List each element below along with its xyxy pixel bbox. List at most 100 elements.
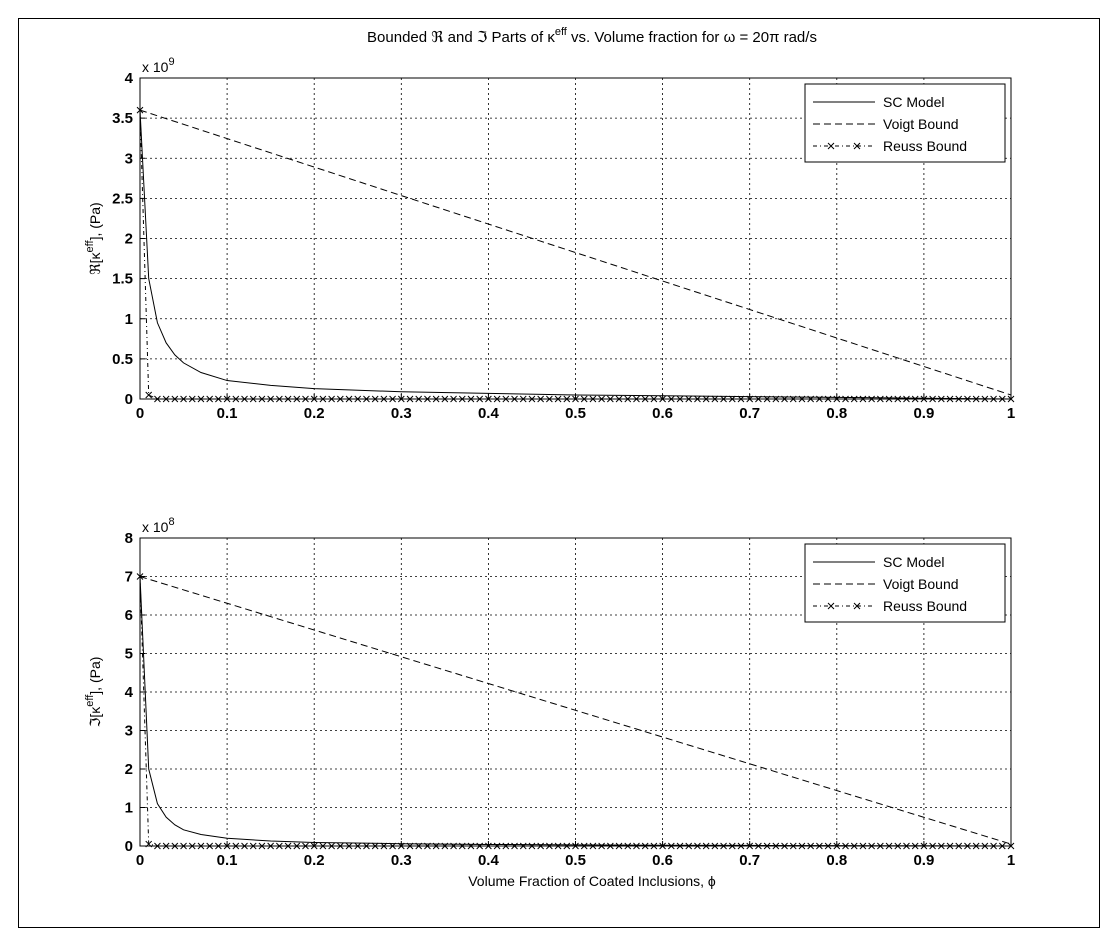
x-tick-label: 0.5 [565,405,586,422]
series-marker [136,106,144,114]
series-marker [641,395,649,403]
series-marker [920,395,928,403]
series-marker [441,842,449,850]
series-marker [746,842,754,850]
y-tick-label: 8 [125,530,133,547]
y-tick-label: 0 [125,391,133,408]
series-marker [667,395,675,403]
series-marker [972,395,980,403]
series-marker [885,395,893,403]
series-marker [955,395,963,403]
y-exponent-label: x 108 [142,516,175,535]
series-marker [162,842,170,850]
series-line-reuss-bound [139,110,1011,400]
series-marker [528,395,536,403]
series-marker [171,842,179,850]
legend-label: SC Model [883,94,944,110]
plot-real-part: 0 0.1 0.2 0.3 0.4 0.5 0.6 0.7 0.8 0.9 1 0 0.5 1 1.5 2 2.… [84,56,1015,422]
series-marker [180,842,187,850]
series-marker [215,395,222,403]
series-marker [432,842,440,850]
series-marker [397,842,405,850]
series-marker [197,395,205,403]
series-marker [232,842,240,850]
x-tick-label: 0 [136,852,144,869]
series-marker [903,842,910,850]
x-tick-label: 0.9 [913,405,934,422]
x-tick-label: 0.6 [652,852,673,869]
y-tick-label: 5 [125,646,133,663]
x-tick-label: 0.8 [826,852,847,869]
x-axis-label: Volume Fraction of Coated Inclusions, ϕ [468,873,716,889]
series-marker [432,395,440,403]
series-marker [946,395,954,403]
x-tick-label: 0.3 [391,405,412,422]
series-marker [737,842,745,850]
series-marker [493,395,501,403]
series-marker [598,842,605,850]
x-tick-label: 0.9 [913,852,934,869]
series-line-voigt-bound [139,109,1012,396]
series-marker [328,842,335,850]
series-marker [1007,395,1015,403]
series-marker [833,395,841,403]
y-tick-label: 0 [125,838,133,855]
series-marker [537,395,545,403]
series-marker [502,395,510,403]
series-marker [554,842,562,850]
series-marker [162,395,170,403]
series-marker [502,842,510,850]
series-marker [188,395,196,403]
series-marker [824,395,832,403]
series-marker [310,395,318,403]
series-marker [990,842,997,850]
series-marker [929,395,936,403]
y-tick-label: 0.5 [112,351,133,368]
series-marker [746,395,754,403]
series-marker [276,842,283,850]
series-marker [763,395,771,403]
series-marker [354,842,362,850]
series-marker [223,842,231,850]
series-marker [171,395,179,403]
series-marker [659,842,666,850]
series-marker [389,842,396,850]
series-marker [450,842,457,850]
series-marker [876,395,884,403]
series-marker [946,842,954,850]
y-tick-label: 4 [125,70,134,87]
series-marker [336,842,344,850]
series-marker [633,842,640,850]
series-marker [319,395,327,403]
legend-label: Reuss Bound [883,138,967,154]
y-tick-label: 2 [125,761,133,778]
series-marker [458,842,466,850]
x-tick-label: 0.8 [826,405,847,422]
series-marker [467,395,475,403]
series-marker [964,842,971,850]
series-marker [702,395,710,403]
series-marker [572,842,579,850]
series-marker [563,395,571,403]
series-marker [816,842,823,850]
series-marker [258,395,266,403]
series-marker [563,842,571,850]
series-marker [798,842,806,850]
series-marker [816,395,823,403]
x-tick-label: 0.6 [652,405,673,422]
x-tick-label: 0.2 [304,852,325,869]
series-marker [685,395,693,403]
series-marker [676,395,684,403]
series-marker [136,573,144,580]
x-tick-label: 0.1 [217,405,238,422]
series-marker [302,395,309,403]
series-marker [293,842,301,850]
series-marker [589,395,597,403]
y-exponent-label: x 109 [142,56,175,75]
series-marker [371,395,379,403]
series-marker [345,395,353,403]
series-marker [284,395,292,403]
series-marker [859,842,867,850]
series-marker [485,395,492,403]
